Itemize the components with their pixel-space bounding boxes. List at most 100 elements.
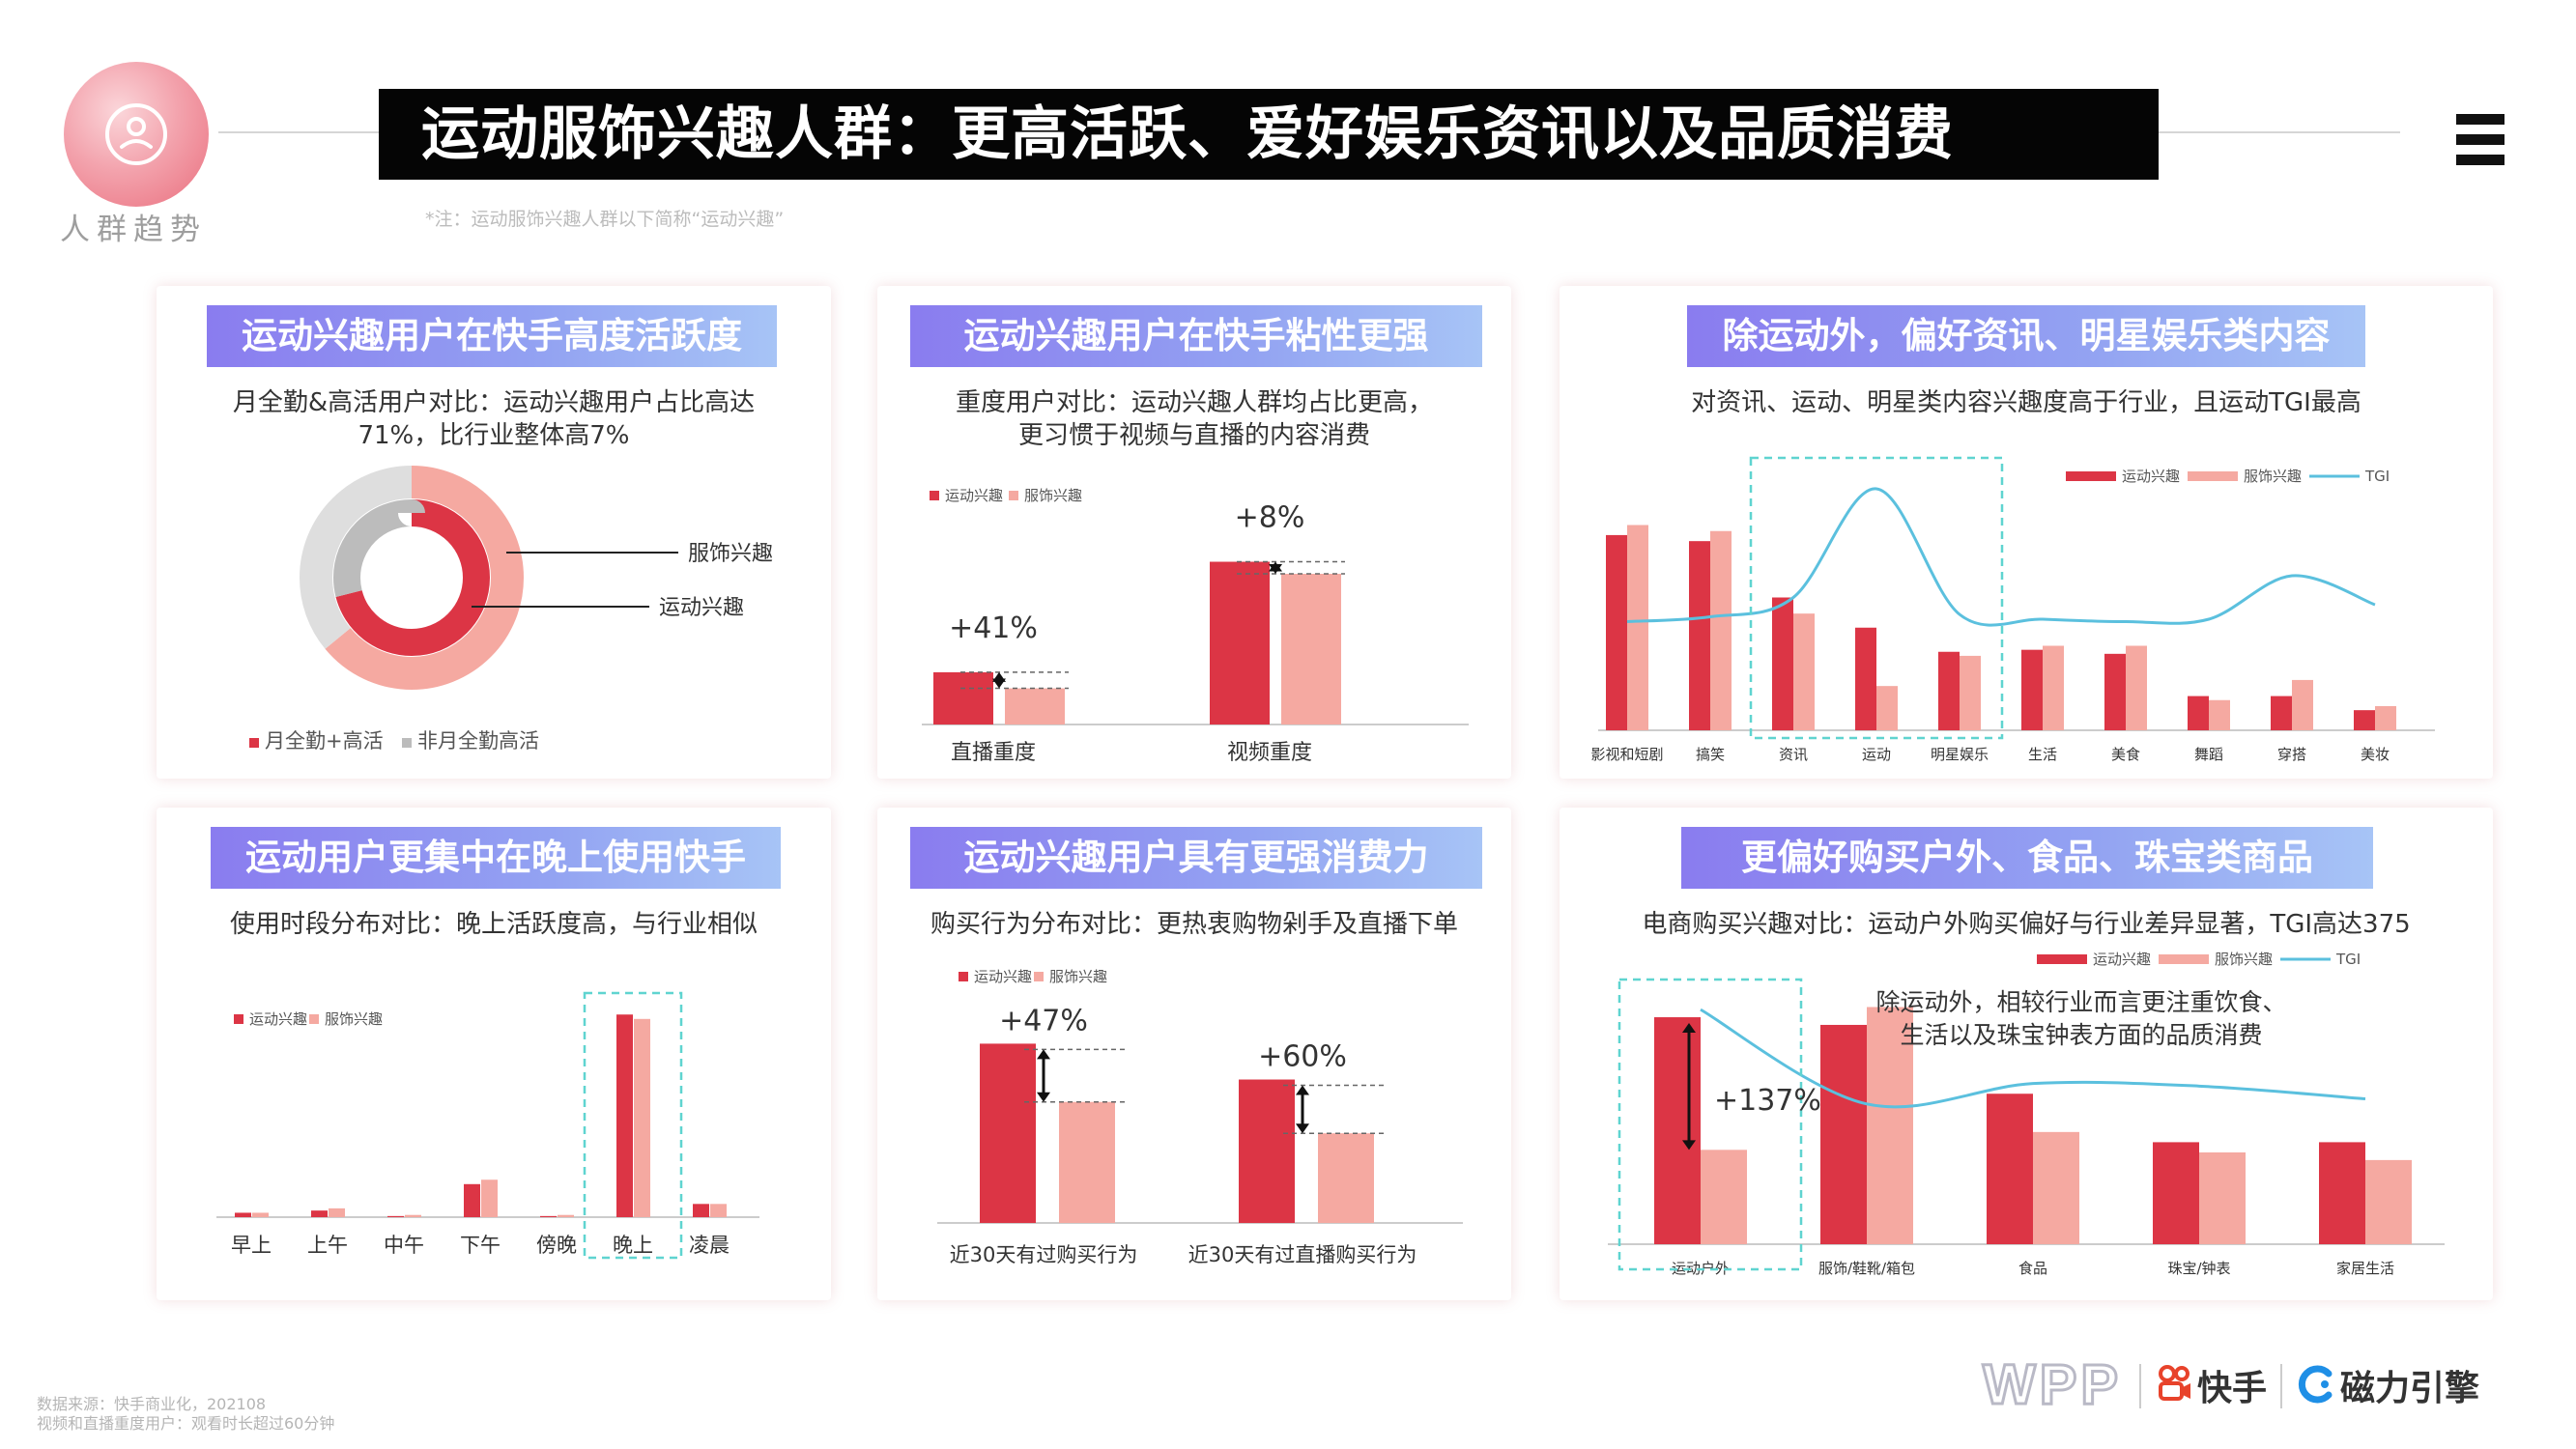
legend-item-swatch [2159, 954, 2209, 964]
diff-arrow-head-up [1682, 1023, 1696, 1034]
bar-sports [1210, 561, 1270, 724]
outer-ring-slice-1 [300, 466, 524, 690]
bar-fashion [1701, 1150, 1747, 1244]
legend-item-label: 运动兴趣 [945, 487, 1003, 504]
page-title: 运动服饰兴趣人群：更高活跃、爱好娱乐资讯以及品质消费 [379, 89, 2159, 180]
legend-item-label: 月全勤+高活 [265, 729, 384, 753]
bar-sports [1606, 534, 1627, 730]
legend-item-swatch [2188, 471, 2238, 481]
legend-item-swatch [1034, 972, 1044, 981]
x-tick-label: 家居生活 [2336, 1260, 2394, 1277]
x-tick-label: 下午 [460, 1234, 501, 1257]
bar-sports [2153, 1142, 2199, 1244]
legend-item-label: 运动兴趣 [2093, 951, 2151, 968]
bar-sports [1938, 651, 1960, 730]
x-tick-label: 穿搭 [2277, 746, 2306, 763]
x-tick-label: 美妆 [2361, 746, 2390, 763]
bar-sports [1772, 597, 1793, 730]
legend-item-swatch [2037, 954, 2087, 964]
bar-fashion [1059, 1101, 1115, 1223]
bar-fashion [2126, 645, 2147, 730]
legend-item-label: 服饰兴趣 [2215, 951, 2273, 968]
panel-subtitle-line-1: 购买行为分布对比：更热衷购物剁手及直播下单 [930, 910, 1458, 939]
bar-sports [1820, 1024, 1867, 1244]
panel-subtitle-line-1: 月全勤&高活用户对比：运动兴趣用户占比高达 [232, 388, 756, 417]
diff-label: +47% [999, 1004, 1088, 1037]
header-divider-right [2159, 131, 2400, 133]
x-tick-label: 直播重度 [951, 741, 1036, 765]
panel-subtitle-line-1: 电商购买兴趣对比：运动户外购买偏好与行业差异显著，TGI高达375 [1642, 910, 2411, 939]
x-tick-label: 晚上 [613, 1234, 653, 1257]
highlight-box [583, 991, 683, 1260]
x-tick-label: 中午 [384, 1234, 424, 1257]
legend-item-label: 非月全勤高活 [417, 729, 539, 753]
tgi-line [1626, 487, 2376, 627]
bar-fashion [1281, 574, 1341, 724]
bar-fashion [1627, 525, 1648, 730]
menu-icon[interactable] [2456, 114, 2504, 170]
x-tick-label: 明星娱乐 [1931, 746, 1989, 763]
inner-ring-slice-1 [333, 499, 490, 656]
bar-fashion [252, 1212, 269, 1217]
bar-sports [540, 1215, 557, 1217]
bar-fashion [1960, 655, 1981, 730]
panel-subtitle-line-1: 重度用户对比：运动兴趣人群均占比更高， [955, 388, 1433, 417]
bar-fashion [1318, 1133, 1374, 1223]
bar-sports [2021, 649, 2043, 730]
kuaishou-logo-icon [2159, 1365, 2190, 1401]
bar-sports [1855, 627, 1876, 730]
x-tick-label: 近30天有过直播购买行为 [1188, 1243, 1417, 1266]
x-tick-label: 食品 [2018, 1260, 2047, 1277]
panel-purchase-preference: 更偏好购买户外、食品、珠宝类商品 电商购买兴趣对比：运动户外购买偏好与行业差异显… [1560, 808, 2493, 1300]
x-tick-label: 运动 [1862, 746, 1891, 763]
bar-fashion [405, 1214, 421, 1217]
legend-item-swatch [249, 738, 259, 748]
bar-sports [980, 1043, 1036, 1223]
cili-engine-logo-text: 磁力引擎 [2340, 1369, 2480, 1408]
diff-label: +60% [1258, 1040, 1347, 1074]
header-divider-left [218, 131, 379, 133]
x-tick-label: 舞蹈 [2194, 746, 2223, 763]
bar-sports [311, 1210, 328, 1217]
data-source-note: 数据来源：快手商业化，202108 [37, 1395, 267, 1413]
highlight-box [1617, 978, 1803, 1271]
bar-fashion [1867, 1007, 1913, 1244]
bar-sports [2354, 710, 2375, 730]
bar-fashion [1710, 530, 1732, 730]
legend-item-swatch [930, 491, 939, 500]
brand-divider [2139, 1364, 2141, 1408]
legend-item-swatch [2066, 471, 2116, 481]
panel-title: 更偏好购买户外、食品、珠宝类商品 [1681, 827, 2373, 889]
bar-fashion [2365, 1159, 2412, 1244]
diff-label: +41% [949, 611, 1038, 645]
bar-sports [2188, 696, 2209, 730]
bar-fashion [2209, 699, 2230, 730]
diff-arrow-head-down [1296, 1123, 1309, 1134]
legend-item-label: TGI [2364, 468, 2390, 485]
bar-sports [235, 1212, 251, 1217]
x-tick-label: 美食 [2111, 746, 2140, 763]
bar-fashion [634, 1018, 650, 1217]
bar-fashion [1793, 613, 1815, 730]
wpp-logo: WPP [1981, 1352, 2123, 1418]
bar-fashion [2199, 1151, 2246, 1244]
x-tick-label: 上午 [307, 1234, 348, 1257]
bar-fashion [2043, 645, 2064, 730]
highlight-box [1749, 456, 2004, 740]
user-avatar-icon [105, 103, 167, 165]
diff-arrow-head-down [1037, 1092, 1050, 1102]
section-label: 人群趋势 [60, 213, 207, 247]
panel-subtitle-line-2: 71%，比行业整体高7% [358, 421, 630, 450]
diff-arrow-head-up [1037, 1049, 1050, 1060]
bar-sports [1987, 1094, 2033, 1244]
bar-fashion [2033, 1131, 2079, 1244]
legend-item-swatch [402, 738, 412, 748]
bar-fashion [1005, 688, 1065, 724]
panel-subtitle-line-2: 更习惯于视频与直播的内容消费 [1017, 421, 1370, 450]
callout-label: 运动兴趣 [659, 596, 744, 620]
brand-divider [2280, 1364, 2282, 1408]
legend-item-swatch [1009, 491, 1018, 500]
